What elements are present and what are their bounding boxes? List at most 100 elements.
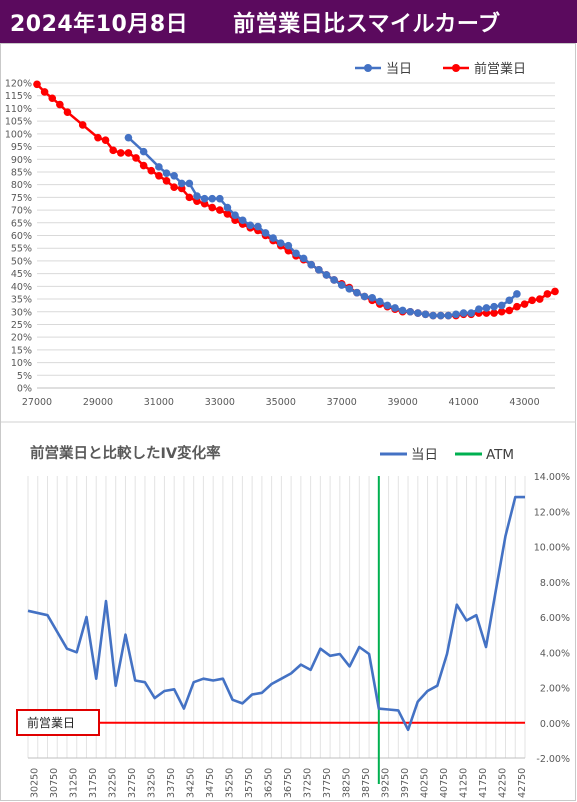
data-point xyxy=(193,192,201,200)
y-tick-label: 2.00% xyxy=(540,684,570,695)
data-point xyxy=(429,311,437,320)
legend: 当日 ATM xyxy=(380,447,514,463)
series-line xyxy=(127,136,518,317)
data-point xyxy=(155,163,163,171)
data-point xyxy=(543,290,552,298)
data-point xyxy=(40,88,49,96)
data-point xyxy=(185,193,194,202)
data-point xyxy=(216,206,224,214)
data-point xyxy=(170,171,178,180)
y-tick-label: 8.00% xyxy=(540,578,570,589)
x-tick-label: 33250 xyxy=(147,768,158,798)
x-tick-label: 30750 xyxy=(49,768,60,798)
title-banner: 2024年10月8日 前営業日比スマイルカーブ xyxy=(0,0,577,43)
x-tick-label: 27000 xyxy=(22,397,52,408)
data-point xyxy=(147,166,156,175)
x-tick-label: 31750 xyxy=(88,768,99,798)
x-tick-label: 33000 xyxy=(205,397,235,408)
y-tick-label: 12.00% xyxy=(534,507,570,518)
y-tick-label: 55% xyxy=(11,244,32,255)
y-tick-label: 0% xyxy=(17,384,32,395)
series-line-today xyxy=(27,495,525,732)
x-tick-label: 35000 xyxy=(266,397,296,408)
y-tick-label: 100% xyxy=(5,129,32,140)
data-point xyxy=(551,287,559,296)
data-point xyxy=(414,309,422,317)
series-previous-day xyxy=(33,80,559,320)
iv-change-chart: 前営業日と比較したIV変化率 -2.00% 0.00% 2.00% 4.00% 6.00%… xyxy=(16,444,570,798)
data-point xyxy=(315,266,323,274)
y-tick-label: 45% xyxy=(11,269,32,280)
data-point xyxy=(475,305,483,314)
x-tick-label: 41250 xyxy=(459,768,470,798)
y-tick-label: -2.00% xyxy=(536,754,570,765)
x-tick-label: 40250 xyxy=(420,768,431,798)
label-box xyxy=(16,709,100,736)
x-tick-label: 39750 xyxy=(400,768,411,798)
y-tick-label: 75% xyxy=(11,193,32,204)
x-tick-label: 31000 xyxy=(144,397,174,408)
y-tick-label: 85% xyxy=(11,167,32,178)
data-point xyxy=(368,293,376,302)
x-tick-label: 42250 xyxy=(498,768,509,798)
x-tick-label: 38250 xyxy=(342,768,353,798)
data-point xyxy=(436,311,445,320)
data-point xyxy=(406,307,415,316)
x-tick-label: 37000 xyxy=(327,397,357,408)
data-point xyxy=(337,281,346,289)
data-point xyxy=(48,94,57,103)
data-point xyxy=(520,300,529,308)
data-point xyxy=(216,194,224,203)
legend-label: 当日 xyxy=(386,62,412,77)
y-tick-label: 80% xyxy=(11,180,32,191)
data-point xyxy=(421,310,430,319)
data-point xyxy=(467,309,476,317)
x-tick-label: 37250 xyxy=(303,768,314,798)
data-point xyxy=(94,133,102,142)
x-tick-label: 36750 xyxy=(283,768,294,798)
data-point xyxy=(292,249,300,258)
data-point xyxy=(238,216,247,225)
data-point xyxy=(276,239,285,247)
x-tick-label: 43000 xyxy=(509,397,539,408)
data-point xyxy=(398,306,407,315)
data-point xyxy=(78,121,87,129)
data-point xyxy=(497,301,506,310)
y-tick-label: 0.00% xyxy=(540,719,570,730)
y-tick-label: 40% xyxy=(11,282,32,293)
data-point xyxy=(170,183,178,192)
data-point xyxy=(139,161,148,170)
data-point xyxy=(299,254,308,263)
data-point xyxy=(482,304,491,312)
y-tick-label: 35% xyxy=(11,295,32,306)
data-point xyxy=(459,309,468,317)
data-point xyxy=(109,146,117,155)
data-point xyxy=(322,271,331,279)
data-point xyxy=(185,179,194,188)
data-point xyxy=(208,203,217,212)
y-tick-label: 30% xyxy=(11,307,32,318)
y-tick-label: 25% xyxy=(11,320,32,331)
data-point xyxy=(155,171,163,180)
data-point xyxy=(116,149,125,157)
data-point xyxy=(452,310,460,319)
y-tick-label: 10% xyxy=(11,358,32,369)
legend-label: ATM xyxy=(486,447,514,463)
y-tick-label: 5% xyxy=(17,371,32,382)
y-tick-label: 15% xyxy=(11,345,32,356)
data-point xyxy=(383,301,392,310)
y-tick-label: 90% xyxy=(11,155,32,166)
y-tick-label: 110% xyxy=(5,104,32,115)
data-point xyxy=(261,229,270,237)
data-point xyxy=(208,194,217,203)
x-tick-label: 37750 xyxy=(322,768,333,798)
data-point xyxy=(56,100,64,109)
y-tick-label: 115% xyxy=(5,91,32,102)
y-tick-label: 65% xyxy=(11,218,32,229)
y-tick-label: 70% xyxy=(11,206,32,217)
y-tick-label: 50% xyxy=(11,256,32,267)
x-tick-label: 31250 xyxy=(69,768,80,798)
data-point xyxy=(513,302,521,311)
y-tick-label: 14.00% xyxy=(534,472,570,483)
series-line xyxy=(36,83,556,317)
